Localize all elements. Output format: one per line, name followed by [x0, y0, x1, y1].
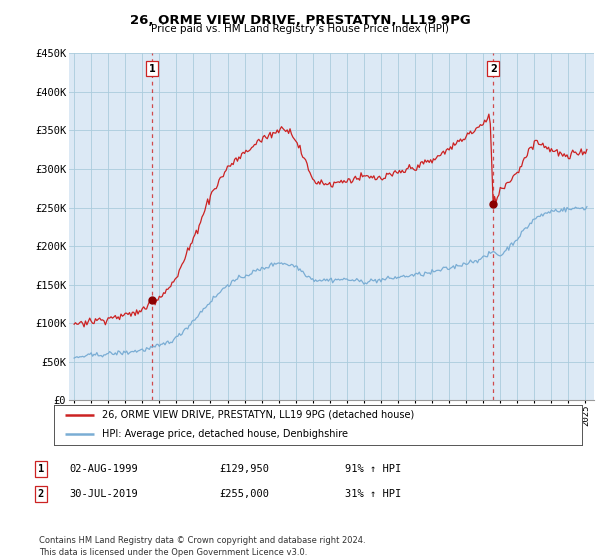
Text: 02-AUG-1999: 02-AUG-1999: [69, 464, 138, 474]
Text: HPI: Average price, detached house, Denbighshire: HPI: Average price, detached house, Denb…: [101, 429, 347, 439]
Text: 30-JUL-2019: 30-JUL-2019: [69, 489, 138, 499]
Text: Contains HM Land Registry data © Crown copyright and database right 2024.
This d: Contains HM Land Registry data © Crown c…: [39, 536, 365, 557]
Text: £255,000: £255,000: [219, 489, 269, 499]
Text: 91% ↑ HPI: 91% ↑ HPI: [345, 464, 401, 474]
Text: 31% ↑ HPI: 31% ↑ HPI: [345, 489, 401, 499]
Text: Price paid vs. HM Land Registry’s House Price Index (HPI): Price paid vs. HM Land Registry’s House …: [151, 24, 449, 34]
Text: 2: 2: [38, 489, 44, 499]
Text: 26, ORME VIEW DRIVE, PRESTATYN, LL19 9PG: 26, ORME VIEW DRIVE, PRESTATYN, LL19 9PG: [130, 14, 470, 27]
Text: £129,950: £129,950: [219, 464, 269, 474]
Text: 1: 1: [38, 464, 44, 474]
Text: 26, ORME VIEW DRIVE, PRESTATYN, LL19 9PG (detached house): 26, ORME VIEW DRIVE, PRESTATYN, LL19 9PG…: [101, 410, 414, 420]
Text: 2: 2: [490, 64, 497, 73]
Text: 1: 1: [149, 64, 155, 73]
